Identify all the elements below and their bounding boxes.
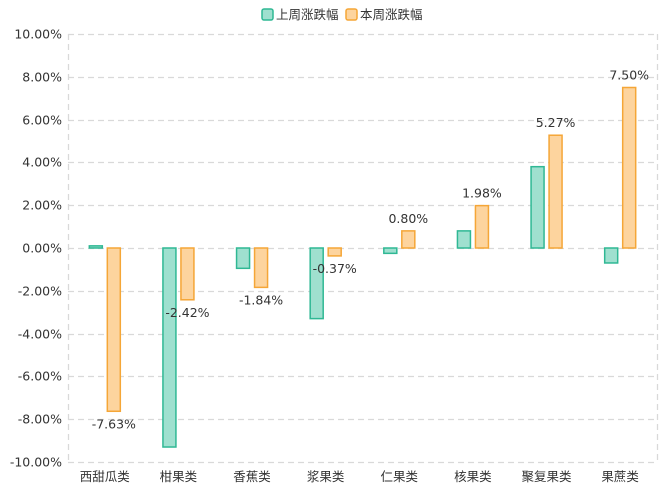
bars <box>88 86 637 448</box>
bar-this-week[interactable] <box>621 86 637 249</box>
y-tick-label: 10.00% <box>14 27 62 42</box>
data-label: 5.27% <box>536 115 576 130</box>
x-axis: 西甜瓜类 柑果类 香蕉类 浆果类 仁果类 核果类 聚复果类 果蔗类 <box>80 469 640 484</box>
bar-this-week[interactable] <box>327 247 342 257</box>
data-label: 0.80% <box>388 211 428 226</box>
x-tick-label: 果蔗类 <box>601 469 639 484</box>
data-label: 1.98% <box>462 186 502 201</box>
bar-this-week[interactable] <box>548 134 563 249</box>
bar-this-week[interactable] <box>253 247 269 289</box>
y-tick-label: -6.00% <box>18 369 62 384</box>
y-tick-label: 6.00% <box>22 113 62 128</box>
y-tick-label: -4.00% <box>18 327 62 342</box>
y-tick-label: -10.00% <box>10 455 62 470</box>
y-tick-label: -8.00% <box>18 412 62 427</box>
legend-label: 本周涨跌幅 <box>360 7 423 22</box>
bar-last-week[interactable] <box>309 247 324 320</box>
bar-this-week[interactable] <box>106 247 122 413</box>
legend[interactable]: 上周涨跌幅 本周涨跌幅 <box>261 7 423 22</box>
bar-this-week[interactable] <box>474 204 490 249</box>
data-label: -7.63% <box>92 416 136 431</box>
legend-item[interactable]: 本周涨跌幅 <box>345 7 423 22</box>
legend-swatch <box>261 8 274 21</box>
bar-last-week[interactable] <box>162 247 177 448</box>
x-tick-label: 香蕉类 <box>233 469 271 484</box>
data-label: -2.42% <box>165 305 209 320</box>
x-tick-label: 核果类 <box>454 469 492 484</box>
y-tick-label: 4.00% <box>22 155 62 170</box>
data-label: 7.50% <box>609 68 649 83</box>
legend-swatch <box>345 8 358 21</box>
x-tick-label: 仁果类 <box>381 469 419 484</box>
x-tick-label: 聚复果类 <box>522 469 573 484</box>
y-tick-label: 0.00% <box>22 241 62 256</box>
x-tick-label: 柑果类 <box>160 469 198 484</box>
x-tick-label: 浆果类 <box>307 469 345 484</box>
data-label: -0.37% <box>313 261 357 276</box>
y-axis: 10.00% 8.00% 6.00% 4.00% 2.00% 0.00% -2.00% -4.… <box>10 27 659 470</box>
y-tick-label: 8.00% <box>22 70 62 85</box>
bar-last-week[interactable] <box>530 165 545 249</box>
bar-last-week[interactable] <box>235 247 251 270</box>
grid-lines <box>68 33 657 464</box>
data-labels: -7.63% -2.42% -1.84% -0.37% 0.80% 1.98% 5.27% 7… <box>92 68 649 432</box>
x-tick-label: 西甜瓜类 <box>80 469 131 484</box>
y-tick-label: 2.00% <box>22 198 62 213</box>
data-label: -1.84% <box>239 292 283 307</box>
bar-last-week[interactable] <box>88 245 104 249</box>
bar-last-week[interactable] <box>603 247 619 264</box>
bar-this-week[interactable] <box>401 230 416 249</box>
bar-this-week[interactable] <box>180 247 195 301</box>
legend-label: 上周涨跌幅 <box>276 7 339 22</box>
legend-item[interactable]: 上周涨跌幅 <box>261 7 339 22</box>
y-tick-label: -2.00% <box>18 284 62 299</box>
bar-last-week[interactable] <box>456 230 472 249</box>
bar-last-week[interactable] <box>383 247 398 255</box>
